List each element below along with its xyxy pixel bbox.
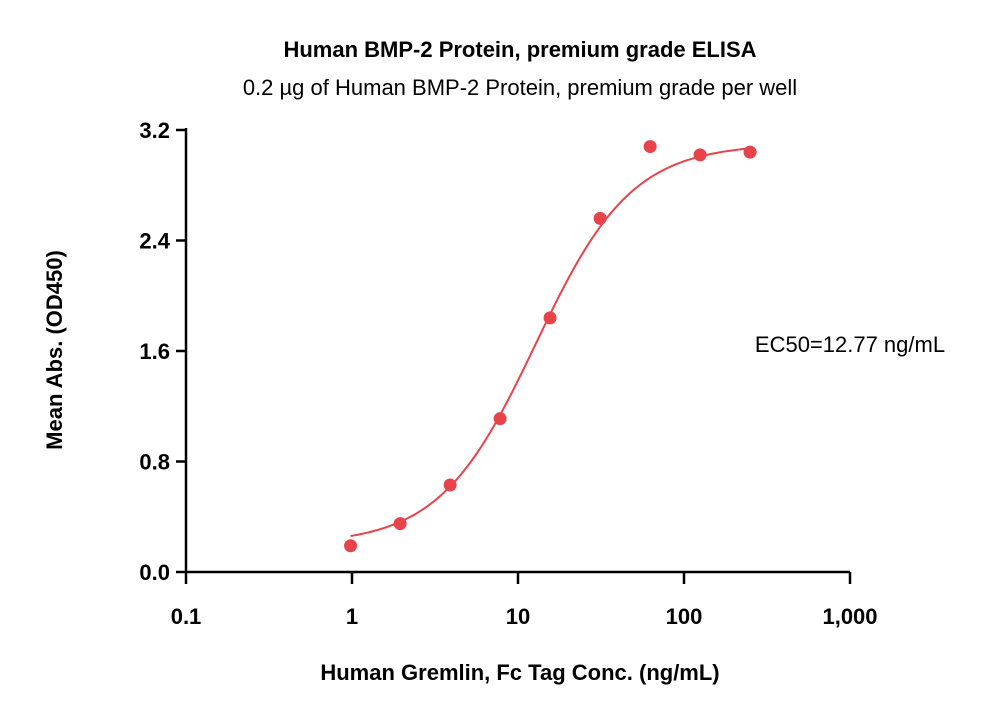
fit-curve [350,147,751,538]
y-axis-label: Mean Abs. (OD450) [42,250,67,450]
y-tick-label: 0.8 [139,450,170,475]
data-point [543,311,557,325]
data-point [493,412,507,426]
x-tick-label: 10 [506,604,530,629]
chart-subtitle: 0.2 µg of Human BMP-2 Protein, premium g… [243,75,797,100]
x-tick-label: 100 [666,604,703,629]
x-ticks: 0.1 1 10 100 1,000 [171,572,878,629]
x-axis-label: Human Gremlin, Fc Tag Conc. (ng/mL) [320,660,719,685]
y-tick-label: 0.0 [139,560,170,585]
data-point [344,539,358,553]
data-point [693,148,707,162]
y-tick-label: 2.4 [139,229,170,254]
y-ticks: 0.0 0.8 1.6 2.4 3.2 [139,118,186,585]
data-points [344,140,757,553]
data-point [643,140,657,154]
chart-title: Human BMP-2 Protein, premium grade ELISA [283,37,756,62]
ec50-annotation: EC50=12.77 ng/mL [755,332,945,357]
data-point [443,478,457,492]
data-point [743,145,757,159]
y-tick-label: 1.6 [139,339,170,364]
y-tick-label: 3.2 [139,118,170,143]
data-point [593,211,607,225]
x-tick-label: 1 [346,604,358,629]
x-tick-label: 1,000 [822,604,877,629]
data-point [393,517,407,531]
x-tick-label: 0.1 [171,604,202,629]
